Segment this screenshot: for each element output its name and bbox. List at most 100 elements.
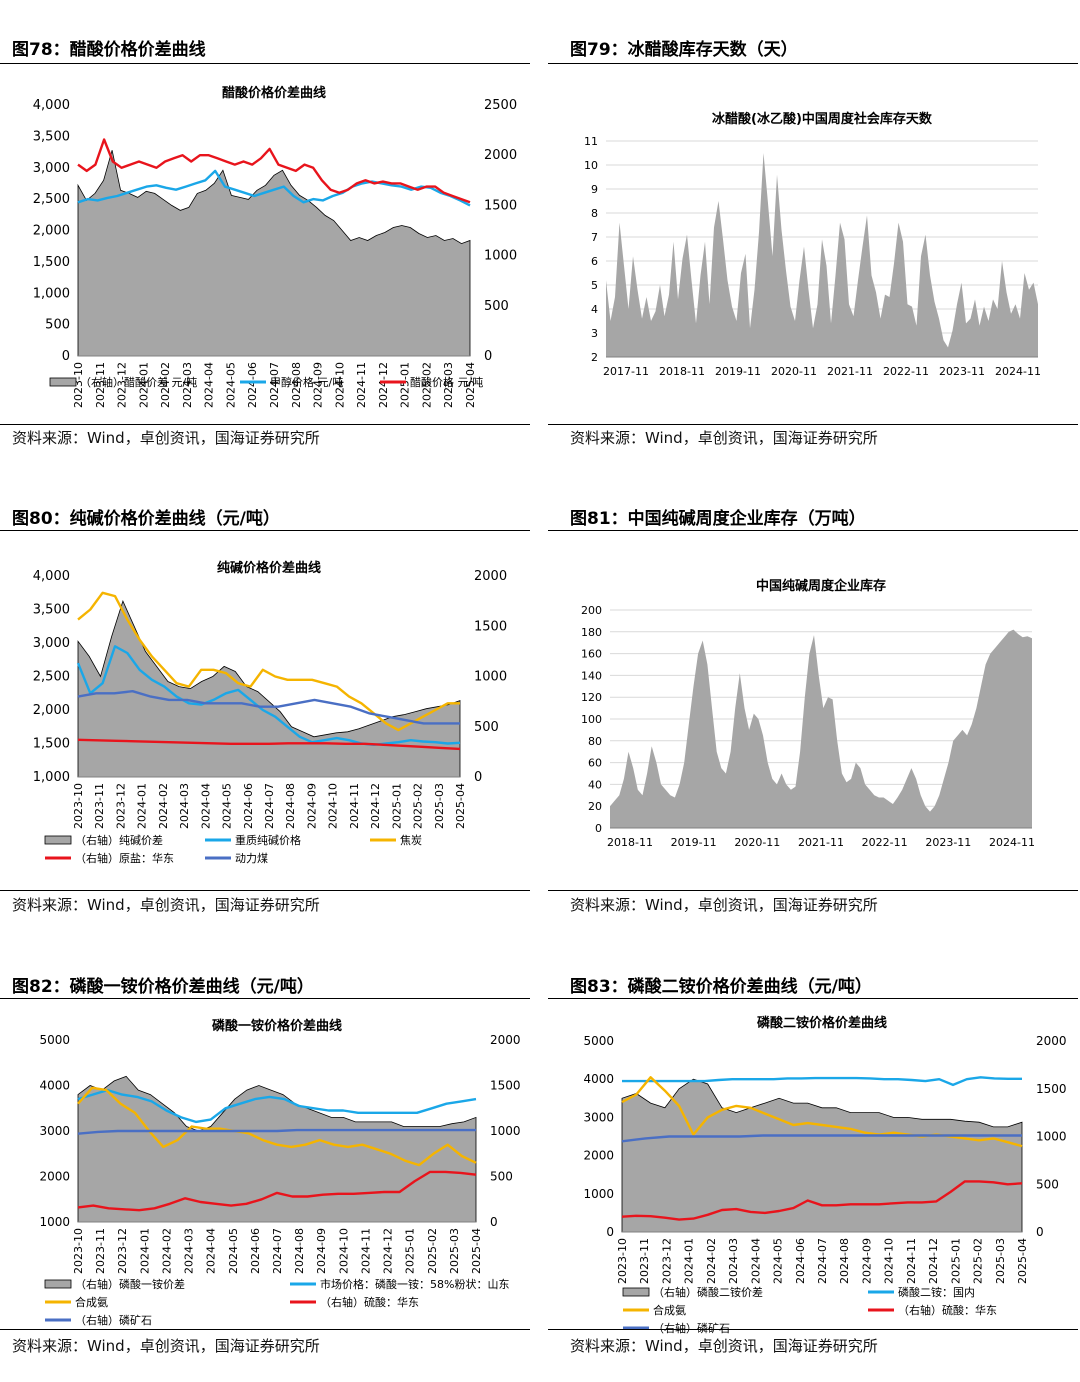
x-axis-tick-label: 2020-11 [734,836,780,849]
y-axis-tick-label: 1,500 [33,737,70,752]
series-area-0 [77,1075,477,1223]
y-axis-tick-label: 1,500 [33,255,70,270]
y-axis-tick-label: 80 [588,735,602,748]
legend-label: 合成氨 [653,1303,686,1317]
series-line-3 [77,1170,477,1212]
y-axis-tick-label: 8 [591,207,598,220]
y-axis-tick-label: 100 [581,713,602,726]
y-axis-tick-label: 5000 [583,1034,614,1048]
legend-label: （右轴）硫酸：华东 [898,1303,997,1317]
y-axis-tick-label: 5 [591,279,598,292]
legend-label: 重质纯碱价格 [235,833,301,847]
legend-label: （右轴）硫酸：华东 [320,1295,419,1309]
figure-80-panel: 图80：纯碱价格价差曲线（元/吨） 纯碱价格价差曲线 4,000 3,500 3,00… [0,504,530,924]
x-axis-tick-label: 2024-06 [246,362,259,408]
x-axis-tick-label: 2019-11 [715,365,761,378]
x-axis-tick-label: 2024-09 [315,1228,328,1274]
x-axis-tick-label: 2024-03 [183,1228,196,1274]
x-axis-tick-label: 2025-02 [420,362,433,408]
legend-label: （右轴）磷酸一铵价差 [75,1277,185,1291]
y-axis-tick-label: 1000 [583,1187,614,1201]
y2-axis-tick-label: 0 [490,1215,498,1229]
x-axis-tick-label: 2023-12 [114,783,127,829]
y-axis-tick-label: 1000 [39,1215,70,1229]
series-area-0 [77,150,471,357]
legend-label: （右轴）原盐：华东 [75,851,174,865]
figure-78-top-rule [0,63,530,64]
x-axis-tick-label: 2024-06 [242,783,255,829]
x-axis-tick-label: 2024-11 [355,362,368,408]
chart-title: 醋酸价格价差曲线 [222,85,326,101]
legend-label: 合成氨 [75,1295,108,1309]
y-axis-tick-label: 10 [584,159,598,172]
x-axis-tick-label: 2025-04 [454,783,467,829]
series-line-3 [77,738,461,751]
y2-axis-tick-label: 1500 [1036,1082,1067,1096]
x-axis-tick-label: 2024-04 [199,783,212,829]
y2-axis-tick-label: 2000 [484,148,517,163]
x-axis-tick-label: 2023-11 [94,1228,107,1274]
figure-82-top-rule [0,998,530,999]
y2-axis-tick-label: 0 [474,770,482,785]
x-axis-tick-label: 2021-11 [798,836,844,849]
x-axis-tick-label: 2024-08 [284,783,297,829]
y-axis-tick-label: 2 [591,351,598,364]
y2-axis-tick-label: 500 [474,720,499,735]
y-axis-tick-label: 2000 [39,1170,70,1184]
x-axis-tick-label: 2024-07 [271,1228,284,1274]
y-axis-tick-label: 3,000 [33,161,70,176]
legend-label: （右轴）磷酸二铵价差 [653,1285,763,1299]
figure-79-panel: 图79：冰醋酸库存天数（天） 冰醋酸(冰乙酸)中国周度社会库存天数 11 10 9 8 7… [548,35,1078,455]
series-line-2 [77,1086,477,1167]
y-axis-tick-label: 4000 [39,1079,70,1093]
figure-78-source: 资料来源：Wind，卓创资讯，国海证券研究所 [12,429,320,447]
figure-81-heading: 图81：中国纯碱周度企业库存（万吨） [570,509,866,529]
x-axis-tick-label: 2024-02 [159,362,172,408]
series-line-1 [622,1076,1022,1087]
x-axis-tick-label: 2023-11 [93,783,106,829]
figure-79-source: 资料来源：Wind，卓创资讯，国海证券研究所 [570,429,878,447]
x-axis-tick-label: 2024-03 [727,1238,740,1284]
x-axis-tick-label: 2024-07 [268,362,281,408]
x-axis-tick-label: 2024-11 [359,1228,372,1274]
y-axis-tick-label: 3,500 [33,129,70,144]
x-axis-tick-label: 2024-07 [816,1238,829,1284]
x-axis-tick-label: 2025-02 [972,1238,985,1284]
x-axis-tick-label: 2023-11 [94,362,107,408]
y-axis-tick-label: 5000 [39,1033,70,1047]
series-line-1 [77,169,471,207]
legend-swatch [44,835,72,845]
y-axis-tick-label: 7 [591,231,598,244]
chart-title: 磷酸二铵价格价差曲线 [757,1015,887,1031]
x-axis-tick-label: 2024-10 [327,783,340,829]
y-axis-tick-label: 1,000 [33,286,70,301]
glacial-acetic-acid-inventory-days-chart: 冰醋酸(冰乙酸)中国周度社会库存天数 11 10 9 8 7 6 5 4 3 2 2017-11 201… [584,111,1041,378]
series-area-0 [606,153,1038,357]
x-axis-tick-label: 2024-09 [305,783,318,829]
x-axis-tick-label: 2024-12 [377,362,390,408]
series-line-1 [76,645,461,746]
x-axis-tick-label: 2024-09 [312,362,325,408]
x-axis-tick-label: 2024-05 [221,783,234,829]
x-axis-tick-label: 2024-05 [224,362,237,408]
legend-swatch [49,377,77,387]
soda-ash-weekly-inventory-chart: 中国纯碱周度企业库存200180160140120100806040200201… [581,578,1035,849]
figure-81-top-rule [548,530,1078,531]
y-axis-tick-label: 2,500 [33,192,70,207]
x-axis-tick-label: 2025-04 [1016,1238,1029,1284]
y2-axis-tick-label: 1500 [484,198,517,213]
x-axis-tick-label: 2024-11 [995,365,1041,378]
y-axis-tick-label: 60 [588,757,602,770]
x-axis-tick-label: 2024-12 [382,1228,395,1274]
figure-83-top-rule [548,998,1078,999]
acetic-acid-price-spread-chart: 醋酸价格价差曲线 4,000 3,500 3,000 2,500 2,000 1,500 1,… [33,85,517,408]
x-axis-tick-label: 2024-02 [157,783,170,829]
x-axis-tick-label: 2024-12 [927,1238,940,1284]
legend-swatch [622,1287,650,1297]
series-line-2 [77,138,471,204]
x-axis-tick-label: 2023-11 [925,836,971,849]
x-axis-tick-label: 2025-04 [470,1228,483,1274]
legend-label: （右轴）磷矿石 [653,1321,730,1335]
x-axis-tick-label: 2022-11 [883,365,929,378]
map-price-spread-chart: 磷酸一铵价格价差曲线500040003000200010002000150010… [39,1018,520,1327]
